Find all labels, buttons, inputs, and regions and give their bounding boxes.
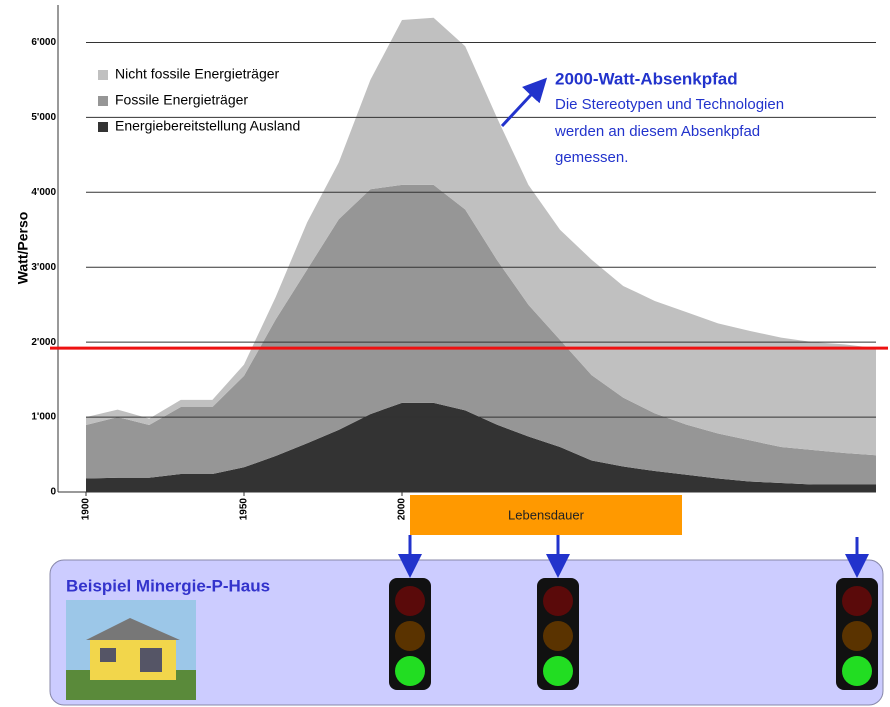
plot: 0 1'000 2'000 3'000 4'000 5'000 6'000 1900 1950 2…	[15, 5, 888, 520]
light-amber	[842, 621, 872, 651]
light-amber	[543, 621, 573, 651]
y-tick-label: 6'000	[31, 37, 56, 48]
light-red	[842, 586, 872, 616]
x-tick-label: 2000	[397, 498, 408, 521]
x-tick-label: 1950	[239, 498, 250, 521]
annotation-line: Die Stereotypen und Technologien	[555, 96, 784, 113]
light-red	[395, 586, 425, 616]
y-tick-label: 4'000	[31, 187, 56, 198]
light-green	[842, 656, 872, 686]
annotation-arrow	[502, 82, 543, 126]
panel-title: Beispiel Minergie-P-Haus	[66, 576, 270, 595]
house-photo	[66, 600, 196, 700]
annotation-line: gemessen.	[555, 149, 628, 166]
light-green	[543, 656, 573, 686]
annotation-title: 2000-Watt-Absenkpfad	[555, 69, 738, 88]
light-amber	[395, 621, 425, 651]
legend-swatch	[98, 122, 108, 132]
y-tick-label: 2'000	[31, 337, 56, 348]
legend-swatch	[98, 96, 108, 106]
legend-swatch	[98, 70, 108, 80]
y-tick-label: 1'000	[31, 412, 56, 423]
y-axis-label: Watt/Perso	[15, 212, 31, 285]
legend-label: Nicht fossile Energieträger	[115, 66, 280, 82]
light-green	[395, 656, 425, 686]
y-tick-label: 3'000	[31, 262, 56, 273]
light-red	[543, 586, 573, 616]
y-tick-label: 5'000	[31, 112, 56, 123]
x-tick-label: 1900	[81, 498, 92, 521]
annotation-line: werden an diesem Absenkpfad	[554, 123, 760, 140]
lifespan-label: Lebensdauer	[508, 507, 585, 522]
legend-label: Fossile Energieträger	[115, 92, 248, 108]
chart: 0 1'000 2'000 3'000 4'000 5'000 6'000 1900 1950 2…	[0, 0, 890, 707]
y-tick-label: 0	[50, 487, 56, 498]
legend-label: Energiebereitstellung Ausland	[115, 118, 300, 134]
